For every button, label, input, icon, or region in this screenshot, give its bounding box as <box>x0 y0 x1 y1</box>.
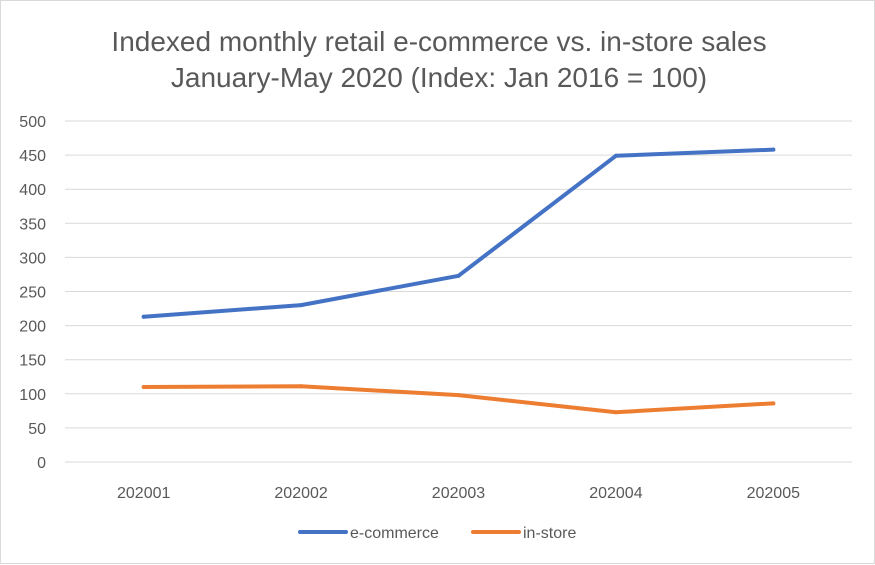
legend: e-commerce in-store <box>298 525 576 542</box>
x-tick-label: 202002 <box>274 485 327 502</box>
x-axis-ticks: 202001 202002 202003 202004 202005 <box>117 485 800 502</box>
x-tick-label: 202005 <box>747 485 800 502</box>
chart-title: Indexed monthly retail e-commerce vs. in… <box>111 26 766 57</box>
series-line-in-store <box>141 384 776 415</box>
data-point <box>456 393 461 398</box>
data-point <box>613 410 618 415</box>
y-tick-label: 50 <box>28 421 46 438</box>
y-tick-label: 100 <box>19 387 46 404</box>
x-tick-label: 202001 <box>117 485 170 502</box>
y-tick-label: 200 <box>19 319 46 336</box>
y-tick-label: 500 <box>19 114 46 131</box>
y-tick-label: 450 <box>19 148 46 165</box>
chart-subtitle: January-May 2020 (Index: Jan 2016 = 100) <box>171 62 707 93</box>
data-point <box>299 384 304 389</box>
series-lines <box>141 147 776 415</box>
y-tick-label: 0 <box>37 455 46 472</box>
y-tick-label: 300 <box>19 250 46 267</box>
data-point <box>299 303 304 308</box>
data-point <box>771 147 776 152</box>
legend-label: e-commerce <box>350 525 439 542</box>
data-point <box>771 401 776 406</box>
legend-label: in-store <box>523 525 576 542</box>
y-tick-label: 250 <box>19 285 46 302</box>
data-point <box>613 153 618 158</box>
gridlines <box>65 120 852 463</box>
y-axis-ticks: 0 50 100 150 200 250 300 350 400 450 500 <box>19 114 46 472</box>
y-tick-label: 150 <box>19 353 46 370</box>
x-tick-label: 202003 <box>432 485 485 502</box>
data-point <box>141 314 146 319</box>
data-point <box>141 384 146 389</box>
y-tick-label: 350 <box>19 216 46 233</box>
data-point <box>456 273 461 278</box>
x-tick-label: 202004 <box>589 485 642 502</box>
y-tick-label: 400 <box>19 182 46 199</box>
